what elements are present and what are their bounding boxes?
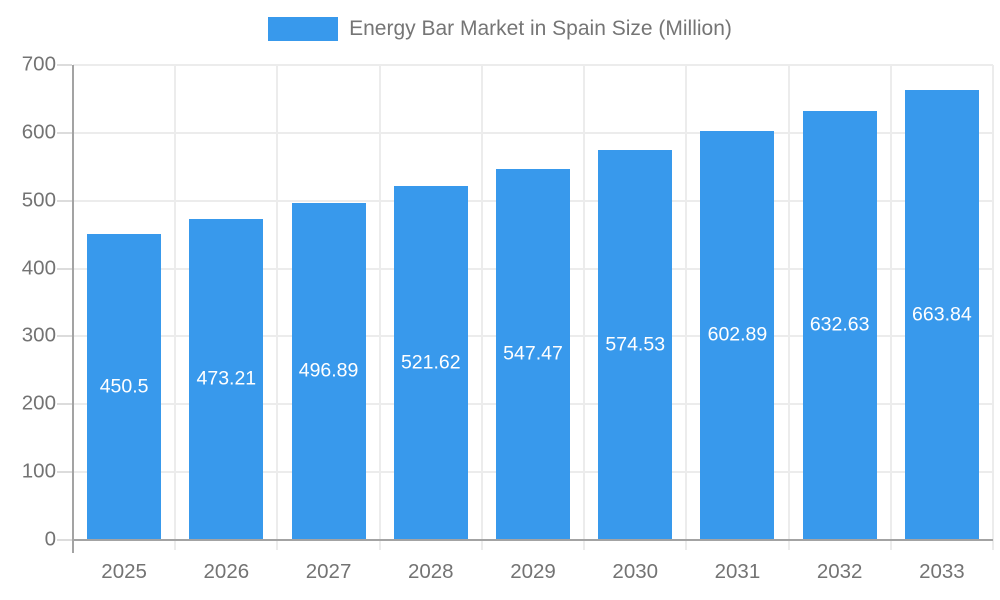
y-tick-mark (57, 471, 72, 474)
bar-2028[interactable] (393, 186, 468, 540)
bar-value-2026: 473.21 (196, 367, 257, 390)
x-gridline (685, 65, 688, 550)
bar-value-2033: 663.84 (912, 303, 972, 326)
bar-value-2028: 521.62 (400, 351, 461, 374)
legend: Energy Bar Market in Spain Size (Million… (0, 16, 1000, 41)
x-axis-label-2029: 2029 (510, 560, 556, 583)
x-axis-label-2033: 2033 (919, 560, 965, 583)
x-gridline (480, 65, 483, 550)
y-axis-label: 500 (21, 188, 56, 212)
bar-2026[interactable] (189, 218, 264, 540)
bar-2032[interactable] (802, 110, 877, 540)
x-axis-label-2025: 2025 (101, 560, 147, 583)
y-tick-mark (57, 335, 72, 338)
y-tick-mark (57, 539, 72, 541)
y-tick-mark (57, 267, 72, 270)
x-axis-label-2031: 2031 (714, 560, 761, 583)
x-gridline (378, 65, 381, 550)
x-gridline (583, 65, 586, 550)
x-axis-label-2028: 2028 (407, 560, 454, 583)
x-gridline (276, 65, 279, 550)
y-axis-label: 700 (21, 52, 56, 76)
bar-value-2031: 602.89 (707, 323, 768, 346)
x-gridline (992, 65, 994, 550)
y-axis-label: 400 (21, 256, 56, 280)
bar-2031[interactable] (700, 130, 775, 540)
bar-2025[interactable] (87, 234, 162, 540)
x-axis-label-2030: 2030 (612, 560, 659, 583)
y-gridline (73, 64, 993, 66)
x-axis-label-2027: 2027 (305, 560, 352, 583)
y-axis-label: 100 (21, 459, 56, 483)
legend-label: Energy Bar Market in Spain Size (Million… (349, 17, 732, 40)
bar-value-2027: 496.89 (298, 359, 359, 382)
y-axis-label: 600 (21, 120, 56, 144)
x-gridline (787, 65, 790, 550)
plot-area: 0 100 200 300 400 500 600 700 450.5 2025 473.21 202… (22, 53, 994, 583)
bar-value-2025: 450.5 (99, 375, 149, 398)
bar-2030[interactable] (598, 150, 673, 540)
bar-value-2030: 574.53 (605, 333, 666, 356)
bar-value-2032: 632.63 (809, 313, 870, 336)
x-gridline (889, 65, 892, 550)
legend-item[interactable]: Energy Bar Market in Spain Size (Million… (268, 16, 732, 41)
y-gridline (73, 131, 993, 134)
x-axis-label-2032: 2032 (816, 560, 863, 583)
bar-2033[interactable] (904, 89, 979, 540)
x-axis-line (73, 539, 993, 541)
bar-value-2029: 547.47 (503, 342, 563, 365)
y-tick-mark (57, 64, 72, 66)
y-axis-label: 300 (21, 323, 56, 347)
y-tick-mark (57, 131, 72, 134)
x-gridline (174, 65, 177, 550)
bar-2027[interactable] (291, 202, 366, 540)
y-axis-label: 0 (44, 527, 56, 551)
y-axis-line (72, 65, 74, 553)
y-axis-label: 200 (21, 391, 56, 415)
y-tick-mark (57, 199, 72, 202)
legend-swatch-icon (268, 16, 339, 41)
bar-2029[interactable] (496, 168, 570, 540)
y-tick-mark (57, 403, 72, 406)
x-axis-label-2026: 2026 (203, 560, 250, 583)
